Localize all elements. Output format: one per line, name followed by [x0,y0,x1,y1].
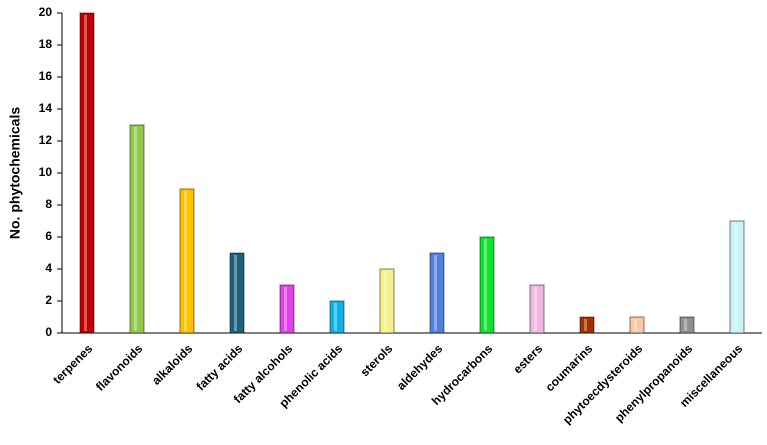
y-tick-label: 4 [45,261,52,275]
y-tick-label: 2 [45,293,52,307]
bar [629,316,645,334]
bar-highlight [84,15,87,331]
bar-highlight [184,191,187,331]
bar [529,284,545,334]
y-tick-label: 8 [45,197,52,211]
x-tick-label: sterols [358,341,396,379]
bar-highlight [634,319,637,331]
y-tick-label: 20 [39,5,53,19]
x-tick-label: aldehydes [394,341,446,393]
bar-highlight [234,255,237,331]
x-tick-label: flavonoids [93,341,146,394]
bar-highlight [534,287,537,331]
y-tick-label: 14 [39,101,53,115]
bar [429,252,445,334]
bar [379,268,395,334]
bar-highlight [384,271,387,331]
bar [229,252,245,334]
bar [129,124,145,334]
bar-highlight [334,303,337,331]
bar [679,316,695,334]
x-tick-label: alkaloids [149,341,195,387]
bar-highlight [434,255,437,331]
bar [729,220,745,334]
x-tick-label: coumarins [543,341,596,394]
y-axis-label: No. phytochemicals [7,107,23,239]
x-tick-label: fatty acids [193,341,245,393]
bar-highlight [134,127,137,331]
bar-highlight [684,319,687,331]
bar [329,300,345,334]
bar-highlight [734,223,737,331]
x-tick-label: terpenes [50,341,96,387]
bar [279,284,295,334]
y-tick-label: 16 [39,69,53,83]
y-tick-label: 12 [39,133,53,147]
bar-highlight [284,287,287,331]
y-tick-label: 10 [39,165,53,179]
bar [179,188,195,334]
bar [579,316,595,334]
bar-highlight [484,239,487,331]
y-tick-label: 6 [45,229,52,243]
y-tick-label: 0 [45,325,52,339]
bar-highlight [584,319,587,331]
y-tick-label: 18 [39,37,53,51]
x-tick-label: esters [510,341,545,376]
bar [479,236,495,334]
bar [79,12,95,334]
